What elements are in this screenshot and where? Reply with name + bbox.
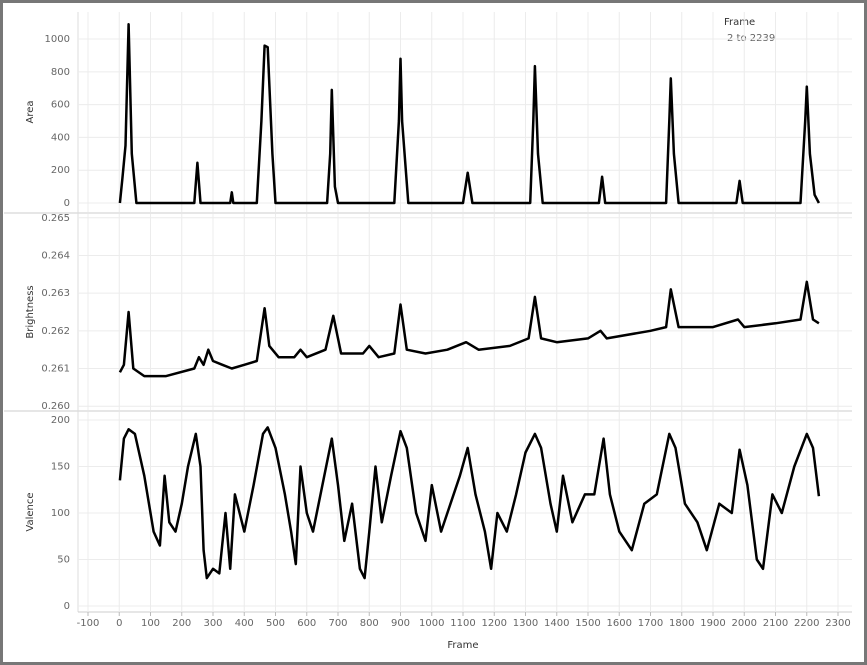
x-tick-label: 1200 [482,618,507,629]
x-tick-label: 200 [172,618,191,629]
y-tick-label: 0 [64,601,70,612]
x-tick-label: 1800 [669,618,694,629]
x-tick-label: 1700 [638,618,663,629]
y-axis-title: Valence [25,492,36,531]
data-line [118,426,821,580]
y-tick-label: 0.262 [41,326,70,337]
x-tick-label: -100 [77,618,100,629]
y-tick-label: 0.260 [41,401,70,412]
y-tick-label: 0.265 [41,213,70,224]
filter-range: 2 to 2239 [727,33,775,44]
x-tick-label: 2200 [794,618,819,629]
y-tick-label: 150 [51,461,70,472]
data-line [118,280,820,378]
x-axis-title: Frame [447,640,478,651]
y-tick-label: 1000 [45,34,70,45]
x-tick-label: 300 [203,618,222,629]
y-tick-label: 800 [51,67,70,78]
x-tick-label: 2000 [732,618,757,629]
x-tick-label: 1900 [700,618,725,629]
y-tick-label: 0.261 [41,364,70,375]
x-tick-label: 0 [116,618,122,629]
x-tick-label: 100 [141,618,160,629]
x-tick-label: 1000 [419,618,444,629]
x-tick-label: 500 [266,618,285,629]
x-tick-label: 900 [391,618,410,629]
y-tick-label: 50 [57,554,70,565]
y-tick-label: 100 [51,508,70,519]
x-tick-label: 700 [328,618,347,629]
x-tick-label: 1100 [450,618,475,629]
y-tick-label: 0.263 [41,288,70,299]
x-tick-label: 2300 [825,618,850,629]
x-tick-label: 800 [360,618,379,629]
y-tick-label: 0 [64,198,70,209]
x-tick-label: 2100 [763,618,788,629]
y-tick-label: 400 [51,132,70,143]
y-tick-label: 200 [51,415,70,426]
y-tick-label: 600 [51,100,70,111]
y-tick-label: 0.264 [41,250,70,261]
data-line [118,23,821,205]
y-tick-label: 200 [51,165,70,176]
x-tick-label: 1400 [544,618,569,629]
y-axis-title: Brightness [25,285,36,338]
x-tick-label: 1500 [575,618,600,629]
x-tick-label: 1300 [513,618,538,629]
x-tick-label: 600 [297,618,316,629]
filter-title: Frame [724,17,755,28]
y-axis-title: Area [25,100,36,123]
x-tick-label: 1600 [607,618,632,629]
x-tick-label: 400 [235,618,254,629]
